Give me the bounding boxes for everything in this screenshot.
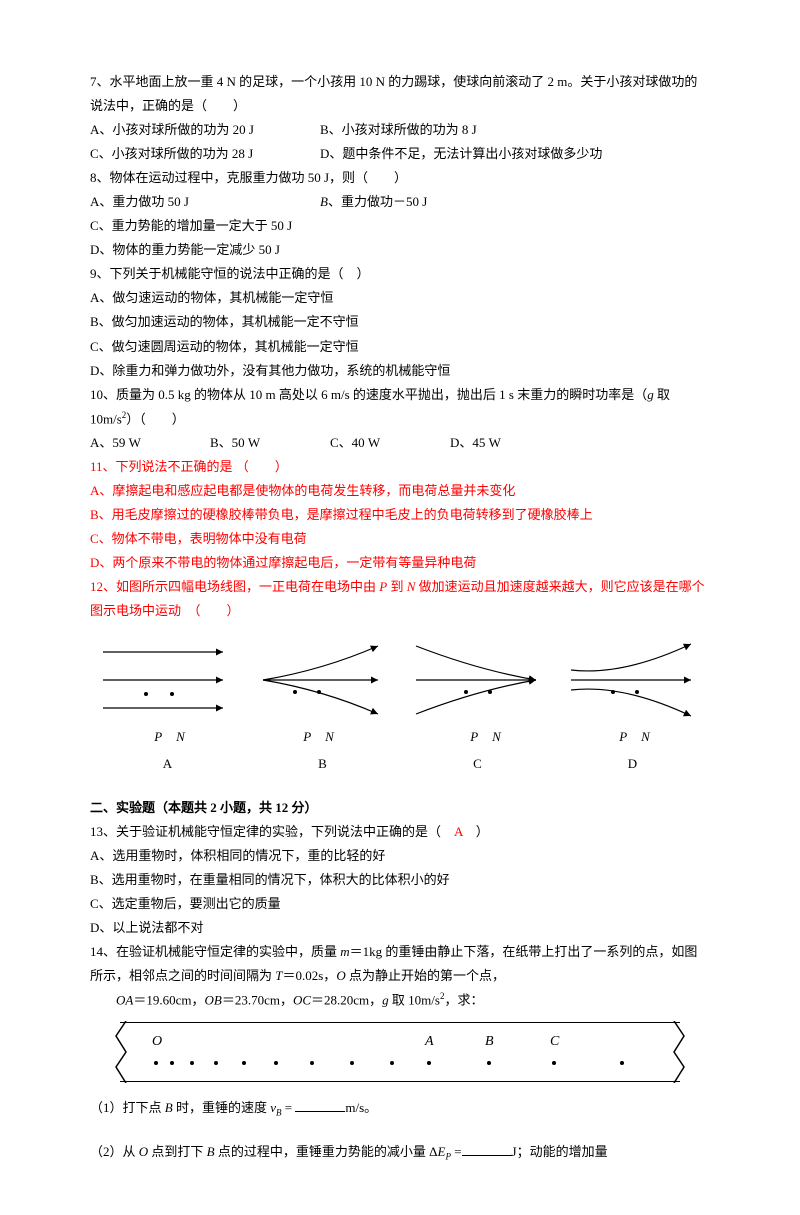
q8-stem: 8、物体在运动过程中，克服重力做功 50 J，则（ ） — [90, 166, 710, 190]
question-7: 7、水平地面上放一重 4 N 的足球，一个小孩用 10 N 的力踢球，使球向前滚… — [90, 70, 710, 166]
q12-fig-a: PN A — [98, 635, 238, 775]
q14-stem: 14、在验证机械能守恒定律的实验中，质量 m＝1kg 的重锤由静止下落，在纸带上… — [90, 940, 710, 988]
field-lines-c-icon — [408, 635, 548, 735]
q12-fig-d: PN D — [563, 635, 703, 775]
question-11: 11、下列说法不正确的是 （ ） A、摩擦起电和感应起电都是使物体的电荷发生转移… — [90, 455, 710, 575]
q12-diagram: PN A PN B PN C PN D — [90, 635, 710, 775]
q7-stem: 7、水平地面上放一重 4 N 的足球，一个小孩用 10 N 的力踢球，使球向前滚… — [90, 70, 710, 118]
q7-opt-b: B、小孩对球所做的功为 8 J — [320, 118, 477, 142]
field-lines-d-icon — [563, 635, 703, 735]
q13-opt-d: D、以上说法都不对 — [90, 916, 710, 940]
q14-part2: （2）从 O 点到打下 B 点的过程中，重锤重力势能的减小量 ΔEP =J；动能… — [90, 1140, 710, 1165]
question-9: 9、下列关于机械能守恒的说法中正确的是（ ） A、做匀速运动的物体，其机械能一定… — [90, 262, 710, 382]
blank-vb[interactable] — [295, 1098, 345, 1112]
q14-line2: OA＝19.60cm，OB＝23.70cm，OC＝28.20cm，g 取 10m… — [90, 988, 710, 1012]
question-14: 14、在验证机械能守恒定律的实验中，质量 m＝1kg 的重锤由静止下落，在纸带上… — [90, 940, 710, 1165]
q10-opt-b: B、50 W — [210, 431, 330, 455]
q11-opt-c: C、物体不带电，表明物体中没有电荷 — [90, 527, 710, 551]
q11-opt-b: B、用毛皮摩擦过的硬橡胶棒带负电，是摩擦过程中毛皮上的负电荷转移到了硬橡胶棒上 — [90, 503, 710, 527]
q9-stem: 9、下列关于机械能守恒的说法中正确的是（ ） — [90, 262, 710, 286]
q9-opt-a: A、做匀速运动的物体，其机械能一定守恒 — [90, 286, 710, 310]
q13-opt-a: A、选用重物时，体积相同的情况下，重的比轻的好 — [90, 844, 710, 868]
q9-opt-b: B、做匀加速运动的物体，其机械能一定不守恒 — [90, 310, 710, 334]
field-lines-b-icon — [253, 635, 393, 735]
blank-ep[interactable] — [462, 1142, 512, 1156]
q9-opt-c: C、做匀速圆周运动的物体，其机械能一定守恒 — [90, 335, 710, 359]
q8-opt-b: B、重力做功－50 J — [320, 190, 427, 214]
q10-stem: 10、质量为 0.5 kg 的物体从 10 m 高处以 6 m/s 的速度水平抛… — [90, 383, 710, 431]
q14-tape: O A B C — [120, 1022, 680, 1082]
q10-opt-a: A、59 W — [90, 431, 210, 455]
q11-stem: 11、下列说法不正确的是 （ ） — [90, 455, 710, 479]
question-13: 13、关于验证机械能守恒定律的实验，下列说法中正确的是（ A ） A、选用重物时… — [90, 820, 710, 940]
q11-opt-d: D、两个原来不带电的物体通过摩擦起电后，一定带有等量异种电荷 — [90, 551, 710, 575]
q10-opt-c: C、40 W — [330, 431, 450, 455]
section-2-title: 二、实验题（本题共 2 小题，共 12 分） — [90, 796, 710, 820]
q10-opt-d: D、45 W — [450, 431, 501, 455]
question-8: 8、物体在运动过程中，克服重力做功 50 J，则（ ） A、重力做功 50 J … — [90, 166, 710, 262]
q8-opt-c: C、重力势能的增加量一定大于 50 J — [90, 214, 710, 238]
q8-opt-d: D、物体的重力势能一定减少 50 J — [90, 238, 710, 262]
question-12-stem: 12、如图所示四幅电场线图，一正电荷在电场中由 P 到 N 做加速运动且加速度越… — [90, 575, 710, 623]
q13-opt-b: B、选用重物时，在重量相同的情况下，体积大的比体积小的好 — [90, 868, 710, 892]
field-lines-a-icon — [98, 635, 238, 735]
q7-opt-d: D、题中条件不足，无法计算出小孩对球做多少功 — [320, 142, 602, 166]
q8-opt-a: A、重力做功 50 J — [90, 190, 320, 214]
q7-opt-c: C、小孩对球所做的功为 28 J — [90, 142, 320, 166]
q12-fig-b: PN B — [253, 635, 393, 775]
q11-opt-a: A、摩擦起电和感应起电都是使物体的电荷发生转移，而电荷总量并未变化 — [90, 479, 710, 503]
q13-stem: 13、关于验证机械能守恒定律的实验，下列说法中正确的是（ A ） — [90, 820, 710, 844]
question-10: 10、质量为 0.5 kg 的物体从 10 m 高处以 6 m/s 的速度水平抛… — [90, 383, 710, 455]
q13-opt-c: C、选定重物后，要测出它的质量 — [90, 892, 710, 916]
q7-opt-a: A、小孩对球所做的功为 20 J — [90, 118, 320, 142]
q12-fig-c: PN C — [408, 635, 548, 775]
q9-opt-d: D、除重力和弹力做功外，没有其他力做功，系统的机械能守恒 — [90, 359, 710, 383]
q14-part1: （1）打下点 B 时，重锤的速度 vB = m/s。 — [90, 1096, 710, 1121]
